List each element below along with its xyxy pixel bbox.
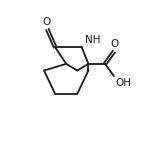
Text: OH: OH: [116, 78, 132, 88]
Text: NH: NH: [84, 35, 100, 45]
Text: O: O: [110, 39, 119, 49]
Text: O: O: [43, 17, 51, 27]
